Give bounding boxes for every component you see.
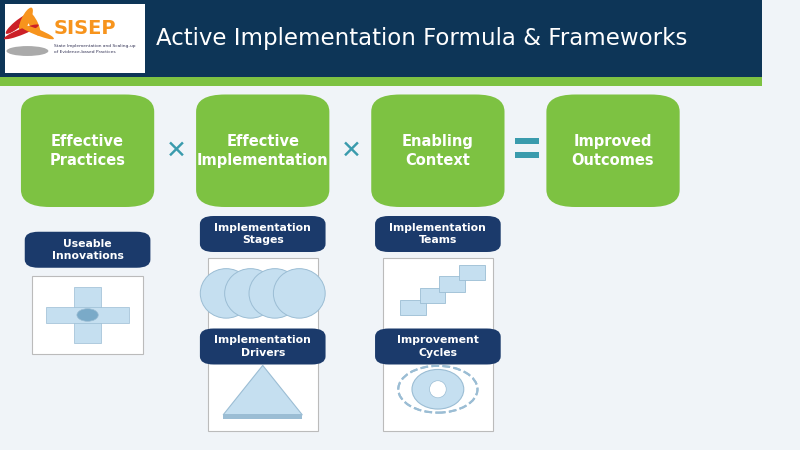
FancyBboxPatch shape — [514, 138, 539, 144]
FancyBboxPatch shape — [420, 288, 446, 303]
Text: SISEP: SISEP — [54, 19, 117, 38]
Text: Improvement
Cycles: Improvement Cycles — [397, 335, 479, 358]
Polygon shape — [223, 365, 302, 415]
FancyBboxPatch shape — [196, 94, 330, 207]
FancyBboxPatch shape — [546, 94, 680, 207]
Text: Implementation
Teams: Implementation Teams — [390, 223, 486, 245]
Ellipse shape — [430, 381, 446, 398]
FancyBboxPatch shape — [21, 94, 154, 207]
FancyBboxPatch shape — [0, 0, 762, 77]
Ellipse shape — [200, 269, 252, 318]
Ellipse shape — [19, 8, 33, 32]
Text: Implementation
Stages: Implementation Stages — [214, 223, 311, 245]
FancyBboxPatch shape — [200, 216, 326, 252]
Ellipse shape — [249, 269, 301, 318]
Ellipse shape — [274, 269, 325, 318]
Text: ✕: ✕ — [342, 139, 362, 163]
FancyBboxPatch shape — [371, 94, 505, 207]
FancyBboxPatch shape — [400, 300, 426, 315]
FancyBboxPatch shape — [514, 152, 539, 158]
FancyBboxPatch shape — [375, 216, 501, 252]
FancyBboxPatch shape — [46, 307, 130, 323]
Ellipse shape — [4, 24, 38, 39]
Ellipse shape — [6, 46, 48, 56]
Text: Implementation
Drivers: Implementation Drivers — [214, 335, 311, 358]
Ellipse shape — [225, 269, 277, 318]
Ellipse shape — [26, 12, 41, 36]
FancyBboxPatch shape — [382, 257, 493, 336]
Ellipse shape — [19, 24, 54, 39]
FancyBboxPatch shape — [223, 414, 302, 419]
Text: State Implementation and Scaling-up
of Evidence-based Practices: State Implementation and Scaling-up of E… — [54, 45, 135, 54]
Ellipse shape — [412, 369, 464, 409]
Text: Enabling
Context: Enabling Context — [402, 134, 474, 167]
Ellipse shape — [6, 14, 31, 34]
FancyBboxPatch shape — [32, 275, 142, 355]
Text: Effective
Practices: Effective Practices — [50, 134, 126, 167]
Text: Improved
Outcomes: Improved Outcomes — [572, 134, 654, 167]
FancyBboxPatch shape — [207, 352, 318, 431]
Text: Useable
Innovations: Useable Innovations — [52, 238, 123, 261]
FancyBboxPatch shape — [439, 276, 466, 292]
Text: Effective
Implementation: Effective Implementation — [197, 134, 329, 167]
FancyBboxPatch shape — [0, 77, 762, 86]
FancyBboxPatch shape — [459, 265, 485, 280]
FancyBboxPatch shape — [382, 352, 493, 431]
FancyBboxPatch shape — [207, 257, 318, 336]
FancyBboxPatch shape — [375, 328, 501, 364]
FancyBboxPatch shape — [74, 287, 102, 343]
Text: Active Implementation Formula & Frameworks: Active Implementation Formula & Framewor… — [156, 27, 687, 50]
Text: ✕: ✕ — [166, 139, 187, 163]
FancyBboxPatch shape — [5, 4, 146, 73]
FancyBboxPatch shape — [25, 232, 150, 268]
Circle shape — [77, 309, 98, 321]
FancyBboxPatch shape — [200, 328, 326, 364]
